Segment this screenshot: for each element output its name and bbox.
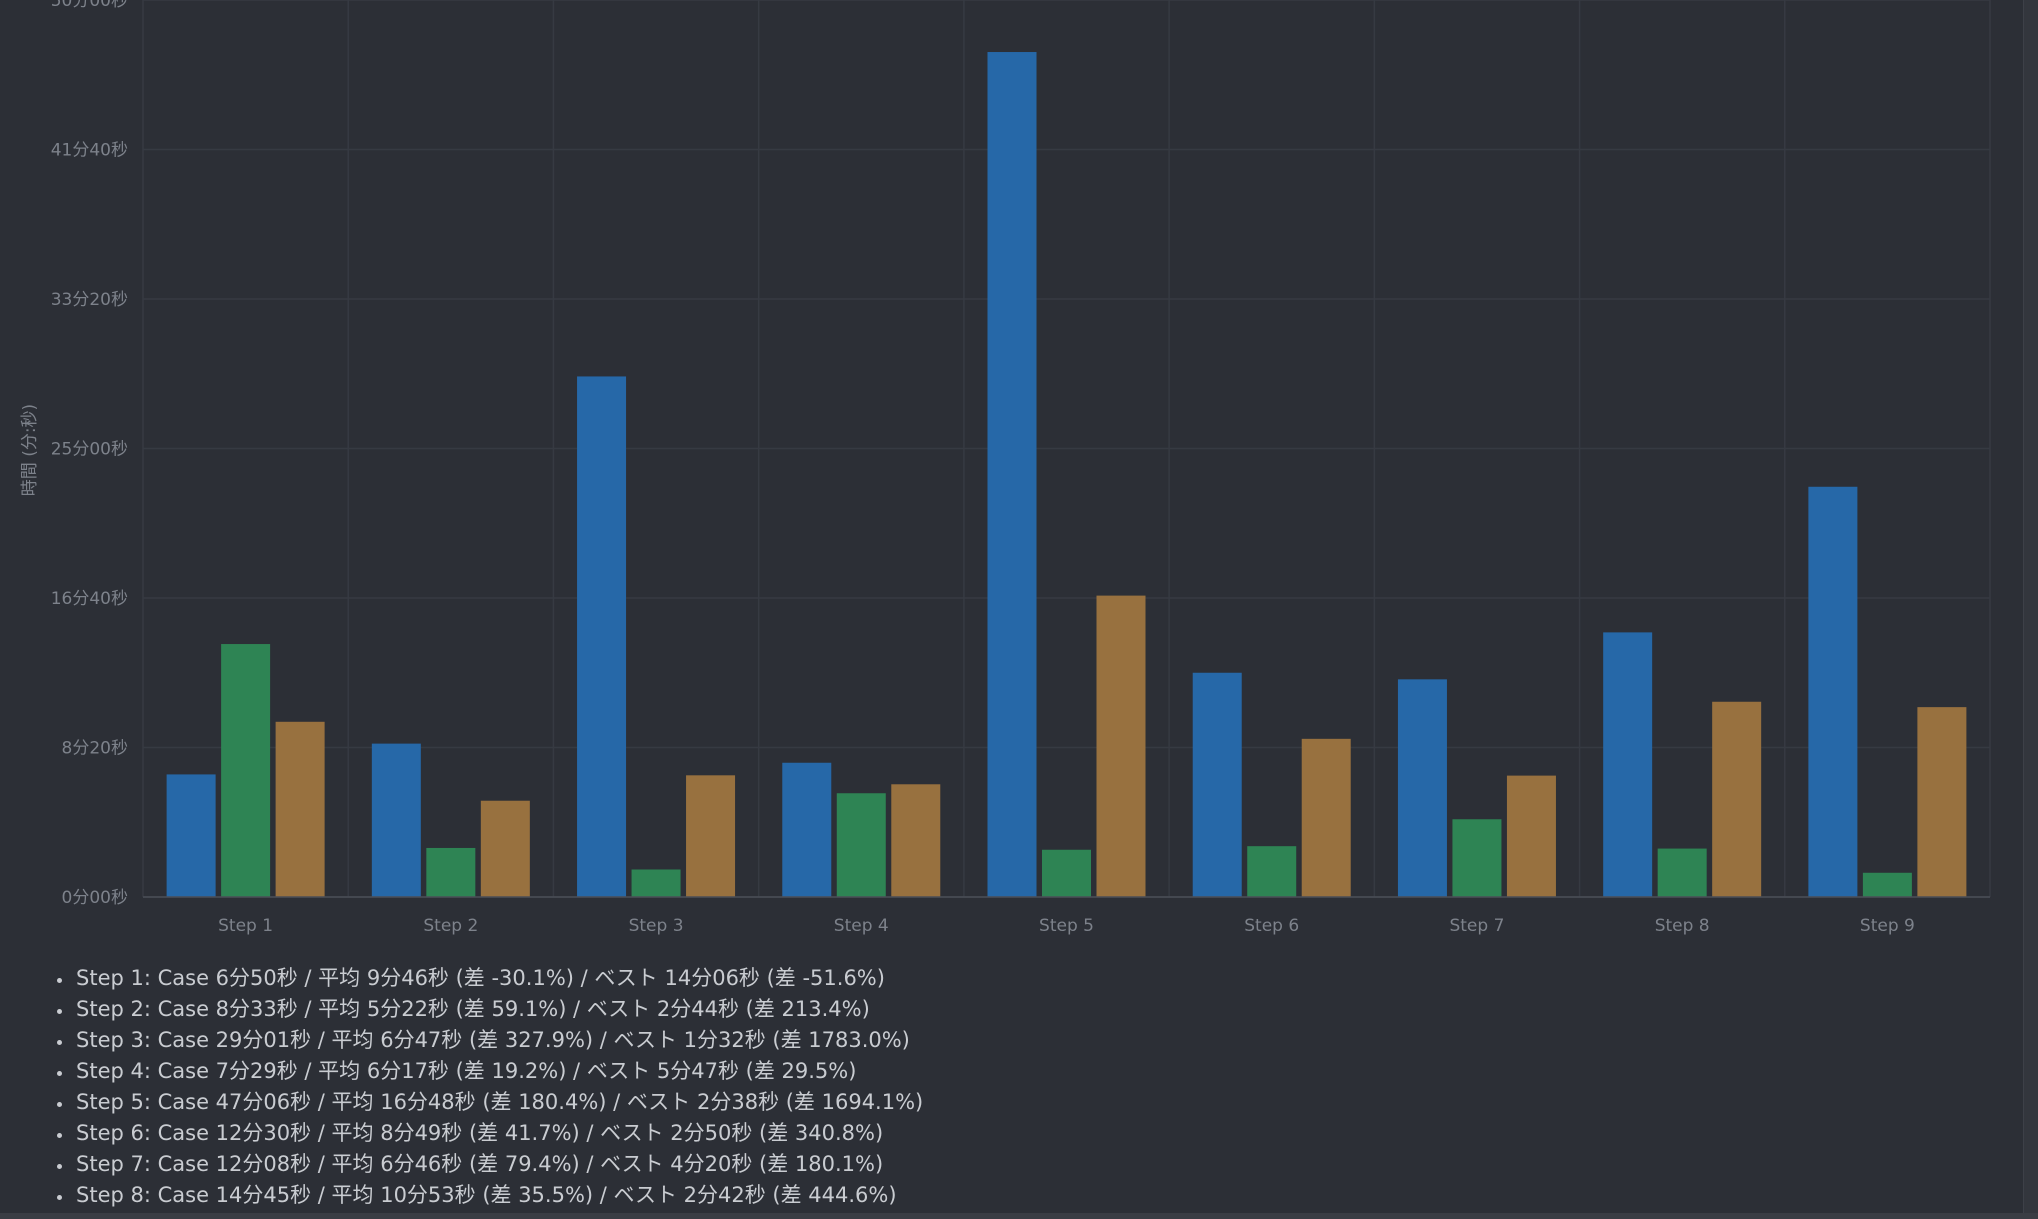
x-tick-label: Step 3 xyxy=(629,916,684,936)
bar-平均-step-9 xyxy=(1917,707,1967,897)
y-tick-label: 50分00秒 xyxy=(51,0,128,11)
bar-平均-step-6 xyxy=(1301,738,1351,897)
bar-Case-step-4 xyxy=(782,762,832,897)
y-tick-label: 41分40秒 xyxy=(51,141,128,161)
summary-list: Step 1: Case 6分50秒 / 平均 9分46秒 (差 -30.1%)… xyxy=(50,963,923,1211)
summary-item: Step 1: Case 6分50秒 / 平均 9分46秒 (差 -30.1%)… xyxy=(74,963,923,994)
bar-ベスト-step-1 xyxy=(221,644,271,897)
bar-Case-step-2 xyxy=(371,743,421,897)
bar-chart: 0分00秒 8分20秒 16分40秒 25分00秒 33分20秒 41分40秒 50分00秒… xyxy=(20,0,1991,936)
x-tick-label: Step 6 xyxy=(1244,916,1299,936)
bar-ベスト-step-6 xyxy=(1247,846,1297,897)
summary-item: Step 3: Case 29分01秒 / 平均 6分47秒 (差 327.9%… xyxy=(74,1025,923,1056)
summary-item: Step 4: Case 7分29秒 / 平均 6分17秒 (差 19.2%) … xyxy=(74,1056,923,1087)
y-tick-label: 25分00秒 xyxy=(51,440,128,460)
x-tick-label: Step 7 xyxy=(1449,916,1504,936)
bar-Case-step-7 xyxy=(1397,679,1447,897)
bar-ベスト-step-5 xyxy=(1042,849,1091,897)
x-tick-label: Step 4 xyxy=(834,916,889,936)
bottom-edge xyxy=(0,1213,2038,1219)
x-tick-label: Step 8 xyxy=(1655,916,1710,936)
summary-item: Step 7: Case 12分08秒 / 平均 6分46秒 (差 79.4%)… xyxy=(74,1149,923,1180)
bar-ベスト-step-9 xyxy=(1862,872,1912,897)
y-tick-label: 8分20秒 xyxy=(62,739,128,759)
bar-平均-step-5 xyxy=(1096,595,1146,897)
y-axis-label: 時間 (分:秒) xyxy=(20,404,40,496)
axes: 0分00秒 8分20秒 16分40秒 25分00秒 33分20秒 41分40秒 50分00秒… xyxy=(51,0,1990,936)
bar-Case-step-5 xyxy=(987,52,1037,897)
bar-平均-step-4 xyxy=(891,784,941,897)
x-tick-label: Step 5 xyxy=(1039,916,1094,936)
bars xyxy=(166,52,1967,897)
summary-item: Step 2: Case 8分33秒 / 平均 5分22秒 (差 59.1%) … xyxy=(74,994,923,1025)
bar-平均-step-2 xyxy=(480,800,530,897)
bar-ベスト-step-8 xyxy=(1657,848,1707,897)
y-tick-label: 0分00秒 xyxy=(62,888,128,908)
bar-Case-step-9 xyxy=(1808,486,1858,897)
summary-item: Step 5: Case 47分06秒 / 平均 16分48秒 (差 180.4… xyxy=(74,1087,923,1118)
bar-ベスト-step-4 xyxy=(836,793,886,897)
y-tick-label: 33分20秒 xyxy=(51,290,128,310)
bar-Case-step-3 xyxy=(577,376,627,897)
summary-item: Step 6: Case 12分30秒 / 平均 8分49秒 (差 41.7%)… xyxy=(74,1118,923,1149)
x-tick-label: Step 2 xyxy=(423,916,478,936)
bar-ベスト-step-2 xyxy=(426,847,476,897)
bar-平均-step-8 xyxy=(1712,701,1762,897)
bar-平均-step-7 xyxy=(1506,775,1556,897)
bar-Case-step-8 xyxy=(1603,632,1653,897)
y-tick-label: 16分40秒 xyxy=(51,589,128,609)
bar-Case-step-6 xyxy=(1192,672,1242,897)
x-tick-label: Step 1 xyxy=(218,916,273,936)
bar-ベスト-step-7 xyxy=(1452,819,1502,897)
bar-ベスト-step-3 xyxy=(631,869,681,897)
bar-Case-step-1 xyxy=(166,774,216,897)
bar-平均-step-1 xyxy=(275,721,325,897)
scrollbar-track[interactable] xyxy=(2023,0,2038,1219)
x-tick-label: Step 9 xyxy=(1860,916,1915,936)
bar-平均-step-3 xyxy=(686,775,736,897)
summary-item: Step 8: Case 14分45秒 / 平均 10分53秒 (差 35.5%… xyxy=(74,1180,923,1211)
